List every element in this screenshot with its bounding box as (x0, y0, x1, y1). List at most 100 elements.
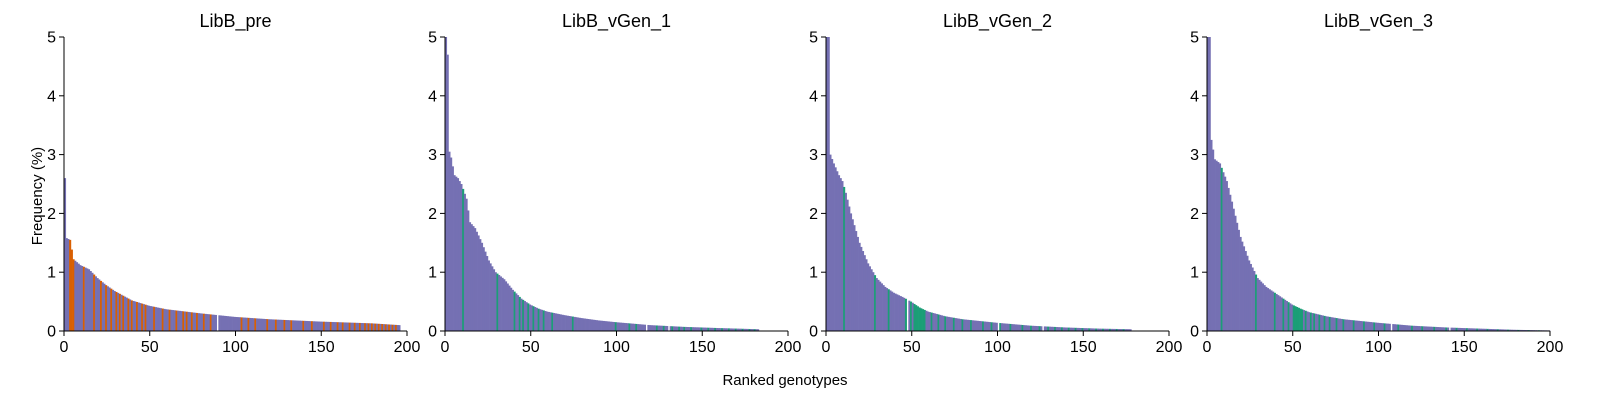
bar (1344, 319, 1347, 331)
bar (393, 324, 396, 331)
bar (577, 317, 580, 331)
bar-highlight (1047, 326, 1050, 331)
bar-highlight (635, 323, 638, 331)
bar (252, 318, 255, 331)
bar (517, 295, 520, 331)
bar-highlight (190, 312, 193, 331)
bar-highlight (1455, 327, 1458, 331)
bar (870, 269, 873, 331)
bar (1126, 329, 1129, 331)
bar (520, 298, 523, 331)
bar (609, 321, 612, 331)
bar (316, 321, 319, 331)
bar (1320, 315, 1323, 331)
bar (355, 322, 358, 331)
bar-highlight (1282, 298, 1285, 331)
bar (1086, 328, 1089, 331)
bar (1488, 328, 1491, 331)
bar (278, 319, 281, 331)
bar (573, 316, 576, 331)
bar (715, 328, 719, 331)
bar (1210, 139, 1213, 331)
bar-highlight (843, 186, 846, 331)
bar (613, 322, 616, 331)
bar (218, 315, 221, 331)
bar (305, 320, 308, 331)
bar (1493, 329, 1496, 331)
x-tick-label: 0 (1203, 339, 1212, 356)
bar (940, 315, 943, 331)
bar-highlight (310, 321, 314, 331)
bar (1066, 327, 1069, 331)
bar (345, 322, 348, 331)
bar-highlight (70, 249, 73, 331)
bar (992, 322, 995, 331)
y-tick-label: 4 (809, 88, 818, 105)
y-tick-label: 2 (428, 206, 437, 223)
x-tick-label: 100 (1365, 339, 1392, 356)
bar (223, 315, 226, 331)
bar (160, 308, 163, 331)
chart-title: LibB_pre (199, 11, 271, 32)
bar-highlight (391, 324, 394, 331)
bar-highlight (1287, 302, 1290, 331)
y-tick-label: 3 (47, 147, 56, 164)
bar (934, 313, 937, 331)
bar (535, 307, 538, 331)
bar (98, 279, 101, 331)
bar-highlight (395, 324, 398, 331)
bar (314, 321, 317, 331)
bar (1484, 328, 1487, 331)
bar (575, 317, 578, 331)
bar (1428, 326, 1431, 331)
bar (86, 268, 89, 331)
bar (233, 316, 236, 331)
bar (1117, 329, 1120, 331)
bar (319, 321, 322, 331)
bar (250, 318, 253, 331)
bar (486, 256, 489, 331)
bar (1207, 37, 1210, 331)
bar (1512, 329, 1515, 331)
bar (549, 312, 552, 331)
bar-highlight (122, 295, 125, 331)
bar (481, 242, 484, 331)
bar (566, 315, 569, 331)
bar (631, 323, 634, 331)
bar (1078, 327, 1081, 331)
bar-highlight (1304, 310, 1307, 331)
bar (65, 238, 68, 331)
y-tick-label: 5 (1190, 30, 1199, 47)
bar (334, 322, 338, 331)
bar (985, 321, 988, 331)
bar (396, 325, 399, 331)
bar (1505, 329, 1508, 331)
bar (453, 175, 456, 331)
bar (297, 320, 300, 331)
bar (829, 154, 832, 331)
bar (1409, 325, 1412, 331)
bar (221, 315, 224, 331)
bar (204, 313, 207, 331)
x-tick-label: 0 (441, 339, 450, 356)
bar (1424, 326, 1427, 331)
bar (257, 318, 260, 331)
bar (529, 304, 532, 331)
bar (1392, 324, 1395, 331)
bar-highlight (136, 302, 139, 331)
bar (1471, 328, 1474, 331)
bar (1043, 326, 1046, 331)
bar (88, 269, 91, 331)
bar (170, 309, 173, 331)
bar-highlight (683, 326, 686, 331)
bar (1091, 328, 1094, 331)
bar (1084, 328, 1088, 331)
bar-highlight (1476, 328, 1479, 331)
bar-highlight (551, 312, 554, 331)
bar (1028, 325, 1031, 331)
x-tick-label: 0 (60, 339, 69, 356)
bar (565, 315, 568, 331)
bar (129, 299, 132, 331)
bar (1459, 327, 1462, 331)
